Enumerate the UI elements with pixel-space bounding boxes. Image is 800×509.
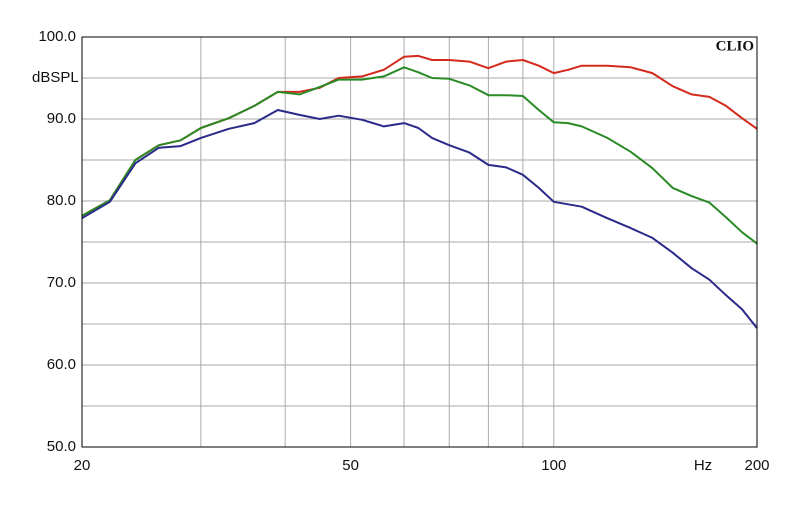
- y-tick-label: 100.0: [38, 28, 76, 45]
- x-tick-label: 20: [74, 457, 91, 474]
- x-tick-label: 50: [342, 457, 359, 474]
- x-tick-label: 100: [541, 457, 566, 474]
- watermark: CLIO: [716, 38, 754, 54]
- y-axis-label: dBSPL: [32, 69, 79, 86]
- series-line: [81, 109, 758, 329]
- x-tick-label: 200: [744, 457, 769, 474]
- y-tick-label: 90.0: [47, 110, 76, 127]
- y-tick-label: 80.0: [47, 192, 76, 209]
- y-tick-label: 60.0: [47, 356, 76, 373]
- x-axis-label: Hz: [694, 457, 712, 474]
- y-tick-label: 70.0: [47, 274, 76, 291]
- series-line: [81, 66, 758, 245]
- plot-border: [81, 36, 758, 448]
- y-tick-label: 50.0: [47, 438, 76, 455]
